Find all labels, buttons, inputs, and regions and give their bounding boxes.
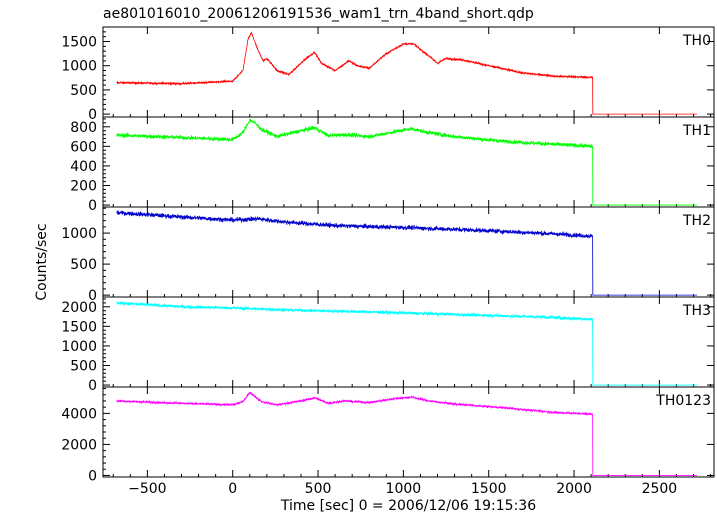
panel-label: TH1 <box>682 123 711 139</box>
y-tick-label: 200 <box>70 178 97 194</box>
y-tick-label: 0 <box>88 288 97 304</box>
series-line-th0123 <box>116 391 697 476</box>
x-axis-label: Time [sec] 0 = 2006/12/06 19:15:36 <box>280 498 536 514</box>
panel-th3: 0 500 1000 1500 2000 TH3 <box>61 296 715 394</box>
y-tick-label: 600 <box>70 139 97 155</box>
series-line-th2 <box>116 210 697 296</box>
panel-label: TH2 <box>682 213 711 229</box>
y-tick-label: 2000 <box>61 437 97 453</box>
y-tick-label: 0 <box>88 198 97 214</box>
y-tick-label: 4000 <box>61 406 97 422</box>
panel-th0123: 0 2000 4000 TH0123 <box>61 386 715 484</box>
x-tick-label: 0 <box>228 481 237 497</box>
y-tick-label: 0 <box>88 378 97 394</box>
x-axis-tick-labels: −500 0 500 1000 1500 2000 2500 <box>128 481 677 497</box>
panel-label: TH0 <box>682 33 711 49</box>
x-tick-label: 1500 <box>471 481 507 497</box>
panel-label: TH0123 <box>655 393 711 409</box>
panel-frame <box>102 296 715 388</box>
panel-th1: 0 200 400 600 800 TH1 <box>70 116 715 214</box>
x-tick-label: 500 <box>305 481 332 497</box>
x-tick-label: 1000 <box>386 481 422 497</box>
series-line-th1 <box>116 118 697 206</box>
panel-th2: 0 500 1000 TH2 <box>61 206 715 304</box>
x-tick-label: 2000 <box>556 481 592 497</box>
series-line-th3 <box>116 300 697 386</box>
panel-frame <box>102 386 715 478</box>
y-tick-label: 0 <box>88 468 97 484</box>
x-tick-label: −500 <box>128 481 166 497</box>
y-tick-label: 500 <box>70 83 97 99</box>
y-tick-label: 800 <box>70 120 97 136</box>
panel-th0: 0 500 1000 1500 TH0 <box>61 26 715 123</box>
y-tick-label: 2000 <box>61 300 97 316</box>
panels: 0 500 1000 1500 TH0 0 200 400 600 800 TH1 0 500 1000 T… <box>61 26 715 484</box>
y-tick-label: 0 <box>88 107 97 123</box>
chart-title: ae801016010_20061206191536_wam1_trn_4ban… <box>103 6 534 22</box>
panel-frame <box>102 26 715 118</box>
x-tick-label: 2500 <box>642 481 678 497</box>
y-tick-label: 500 <box>70 358 97 374</box>
series-line-th0 <box>116 31 697 115</box>
panel-label: TH3 <box>682 303 711 319</box>
y-tick-label: 500 <box>70 257 97 273</box>
y-tick-label: 1500 <box>61 319 97 335</box>
y-axis-label: Counts/sec <box>34 223 50 300</box>
y-tick-label: 1500 <box>61 35 97 51</box>
y-tick-label: 1000 <box>61 339 97 355</box>
y-tick-label: 400 <box>70 159 97 175</box>
y-tick-label: 1000 <box>61 226 97 242</box>
panel-frame <box>102 206 715 298</box>
y-tick-label: 1000 <box>61 59 97 75</box>
